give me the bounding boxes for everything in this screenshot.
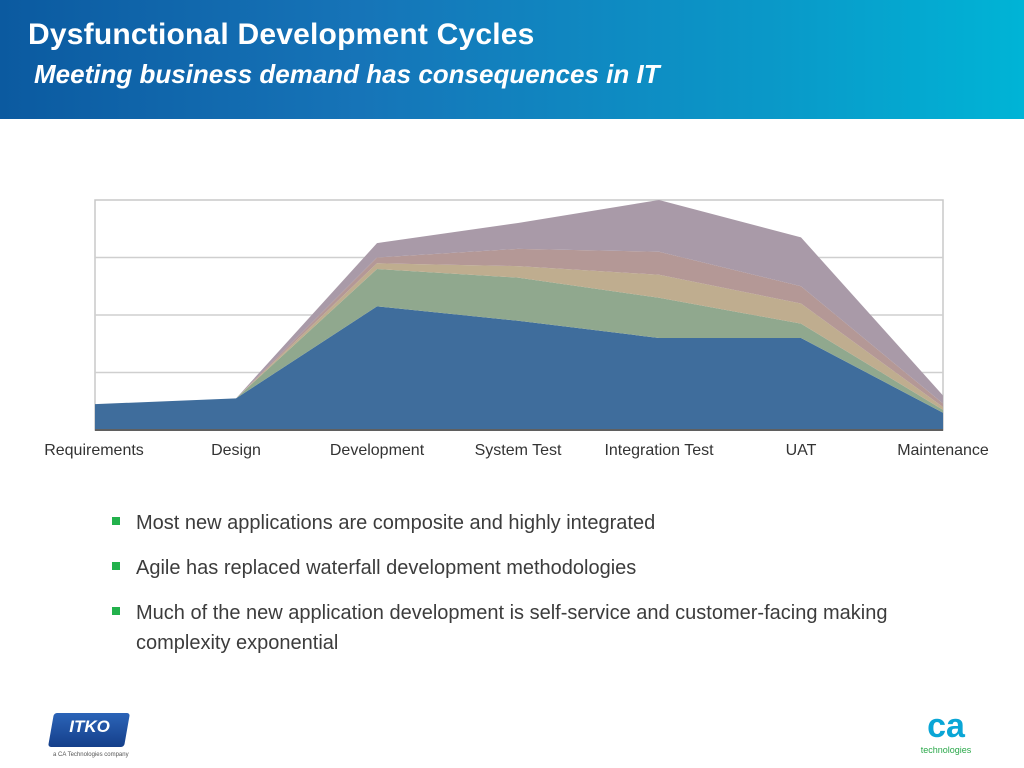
area-series-1 bbox=[95, 306, 943, 430]
x-tick-label: UAT bbox=[786, 442, 817, 459]
ca-technologies-logo: ca technologies bbox=[918, 708, 974, 758]
bullet-item: Agile has replaced waterfall development… bbox=[112, 553, 902, 583]
area-series-4 bbox=[95, 248, 943, 407]
bullet-text: Agile has replaced waterfall development… bbox=[136, 557, 637, 579]
itko-logo-subtitle: a CA Technologies company bbox=[53, 752, 129, 758]
bullet-marker-icon bbox=[112, 607, 120, 615]
itko-logo: ITKO bbox=[48, 713, 130, 747]
ca-logo-mark: ca bbox=[927, 707, 965, 745]
x-tick-label: Maintenance bbox=[897, 442, 989, 459]
x-tick-label: Requirements bbox=[44, 442, 144, 459]
slide-subtitle: Meeting business demand has consequences… bbox=[34, 59, 660, 89]
x-tick-label: Integration Test bbox=[604, 442, 714, 459]
bullet-list: Most new applications are composite and … bbox=[112, 508, 902, 673]
bullet-text: Most new applications are composite and … bbox=[136, 512, 656, 534]
slide-title: Dysfunctional Development Cycles bbox=[28, 18, 535, 51]
x-tick-label: System Test bbox=[475, 442, 562, 459]
bullet-item: Most new applications are composite and … bbox=[112, 508, 902, 538]
bullet-marker-icon bbox=[112, 517, 120, 525]
bullet-item: Much of the new application development … bbox=[112, 598, 902, 658]
bullet-marker-icon bbox=[112, 562, 120, 570]
slide-header: Dysfunctional Development Cycles Meeting… bbox=[0, 0, 1024, 119]
area-series-2 bbox=[95, 269, 943, 413]
ca-logo-subtitle: technologies bbox=[920, 745, 972, 755]
x-tick-label: Design bbox=[211, 442, 261, 459]
itko-logo-text: ITKO bbox=[69, 717, 110, 736]
bullet-text: Much of the new application development … bbox=[136, 602, 888, 654]
stacked-area-chart: Requirements Design Development System Test… bbox=[44, 199, 989, 459]
x-tick-label: Development bbox=[330, 442, 425, 459]
area-series-3 bbox=[95, 263, 943, 410]
area-series-5 bbox=[95, 200, 943, 405]
